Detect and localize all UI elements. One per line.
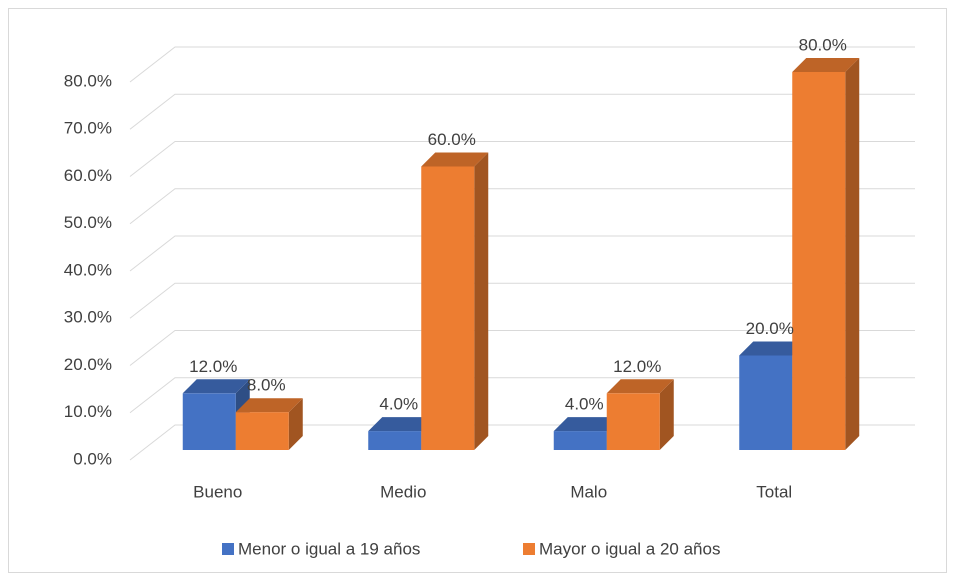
y-tick-label: 0.0% (73, 449, 112, 468)
bar-top (368, 417, 436, 432)
data-label: 4.0% (565, 395, 604, 414)
legend-label: Mayor o igual a 20 años (539, 539, 720, 558)
y-tick-label: 70.0% (64, 119, 112, 138)
y-tick-label: 30.0% (64, 308, 112, 327)
y-tick-label: 20.0% (64, 355, 112, 374)
grid-line (129, 93, 915, 130)
legend-swatch (222, 543, 234, 555)
bar-side (845, 58, 860, 450)
grid-line (129, 377, 915, 414)
bar (235, 412, 289, 450)
legend-swatch (523, 543, 535, 555)
bar-side (659, 379, 674, 450)
x-tick-label: Total (756, 482, 792, 501)
grid-line (129, 282, 915, 319)
data-label: 80.0% (799, 35, 847, 54)
grid-line (129, 188, 915, 225)
y-tick-label: 80.0% (64, 71, 112, 90)
y-tick-label: 40.0% (64, 260, 112, 279)
bar-top (235, 398, 303, 413)
bar (606, 393, 660, 450)
y-tick-label: 60.0% (64, 166, 112, 185)
y-tick-label: 10.0% (64, 402, 112, 421)
data-label: 4.0% (379, 395, 418, 414)
bar-top (792, 58, 860, 72)
grid-line (129, 330, 915, 366)
bar-top (182, 379, 250, 394)
bar (368, 431, 422, 450)
grid-line (129, 46, 915, 83)
grid-line (129, 141, 915, 177)
bar-top (421, 152, 489, 167)
bar (421, 166, 475, 450)
data-label: 12.0% (189, 357, 237, 376)
data-label: 60.0% (428, 130, 476, 149)
data-label: 12.0% (613, 357, 661, 376)
bar-top (606, 379, 674, 394)
grid-line (129, 235, 915, 272)
bar (739, 355, 793, 450)
y-tick-label: 50.0% (64, 213, 112, 232)
x-tick-label: Malo (570, 482, 607, 501)
legend-label: Menor o igual a 19 años (238, 539, 420, 558)
bar-top (553, 417, 621, 432)
bar-top (739, 341, 807, 356)
bar-side (474, 152, 489, 450)
data-label: 8.0% (247, 376, 286, 395)
x-tick-label: Bueno (193, 482, 242, 501)
bar-side (288, 398, 303, 450)
bar (553, 431, 607, 450)
bar (182, 393, 236, 450)
x-tick-label: Medio (380, 482, 426, 501)
data-label: 20.0% (746, 319, 794, 338)
bar (792, 72, 846, 450)
